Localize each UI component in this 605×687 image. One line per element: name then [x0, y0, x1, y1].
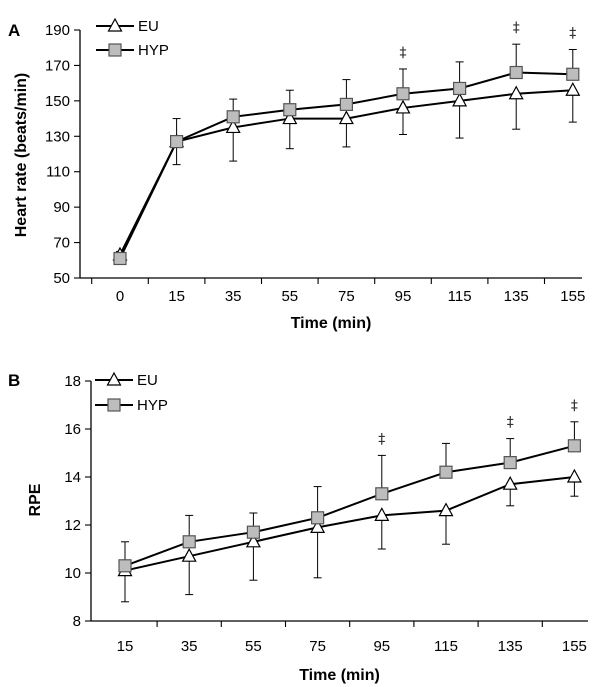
y-tick-label: 90: [53, 199, 70, 216]
data-point-eu: [438, 502, 454, 517]
legend-label-hyp: HYP: [137, 397, 168, 414]
series-line-eu: [124, 476, 575, 572]
significance-marker: ‡: [569, 25, 576, 41]
data-point-hyp: [566, 67, 580, 81]
data-point-eu: [282, 110, 298, 125]
significance-marker: ‡: [513, 20, 520, 36]
data-point-hyp: [439, 465, 453, 479]
significance-marker: ‡: [507, 415, 514, 431]
data-point-hyp: [339, 97, 353, 112]
x-tick-label: 115: [448, 288, 472, 305]
panel-label: A: [8, 21, 20, 40]
y-tick-label: 110: [46, 164, 70, 181]
x-axis-title: Time (min): [291, 315, 372, 332]
y-axis-title: Heart rate (beats/min): [13, 73, 30, 238]
y-tick-label: 70: [53, 235, 70, 252]
legend-marker-hyp: [107, 398, 121, 412]
panel-a-heart-rate-chart: 50 70 90 110 130 150 170 190 0 15 35 55 75 95 115 135 15…: [8, 17, 585, 332]
significance-marker: ‡: [400, 45, 407, 61]
series-line-hyp: [124, 444, 575, 567]
x-tick-label: 75: [338, 288, 355, 305]
panel-label: B: [8, 371, 20, 390]
legend-marker-eu: [106, 371, 122, 386]
y-tick-label: 16: [64, 421, 81, 438]
data-point-hyp: [311, 511, 325, 525]
data-point-eu: [395, 99, 411, 114]
data-point-eu: [310, 519, 326, 534]
data-point-hyp: [113, 251, 127, 266]
data-point-eu: [338, 110, 354, 125]
x-tick-label: 155: [560, 288, 585, 305]
x-tick-label: 35: [225, 288, 242, 305]
significance-marker: ‡: [378, 431, 385, 447]
x-tick-label: 15: [117, 638, 134, 655]
data-point-eu: [452, 92, 468, 107]
data-point-hyp: [182, 535, 196, 549]
y-tick-label: 10: [64, 565, 81, 582]
data-point-hyp: [396, 87, 410, 101]
x-tick-label: 0: [116, 288, 124, 305]
data-point-hyp: [170, 135, 184, 149]
legend-label-hyp: HYP: [138, 42, 169, 59]
x-tick-label: 55: [245, 638, 262, 655]
legend-marker-eu: [107, 17, 123, 32]
data-point-hyp: [567, 439, 582, 453]
x-tick-label: 95: [395, 288, 412, 305]
y-tick-label: 170: [45, 57, 70, 74]
data-point-hyp: [509, 65, 523, 80]
x-tick-label: 135: [504, 288, 529, 305]
significance-marker: ‡: [571, 398, 578, 414]
data-point-hyp: [118, 559, 132, 573]
x-tick-label: 35: [181, 638, 198, 655]
x-axis-title: Time (min): [299, 667, 380, 684]
x-tick-label: 75: [309, 638, 326, 655]
data-point-hyp: [246, 525, 260, 539]
x-tick-label: 95: [373, 638, 390, 655]
data-point-hyp: [226, 110, 240, 124]
data-point-hyp: [375, 487, 389, 501]
x-tick-label: 155: [562, 638, 587, 655]
x-tick-label: 115: [434, 638, 458, 655]
y-tick-label: 18: [64, 373, 81, 390]
legend-marker-hyp: [108, 43, 122, 57]
data-point-eu: [245, 533, 261, 548]
y-tick-label: 50: [53, 270, 70, 287]
y-axis-title: RPE: [27, 483, 44, 516]
x-tick-label: 55: [281, 288, 298, 305]
y-tick-label: 12: [64, 517, 81, 534]
y-tick-label: 14: [64, 469, 81, 486]
y-tick-label: 150: [45, 93, 70, 110]
data-point-eu: [566, 468, 582, 483]
data-point-hyp: [283, 103, 297, 117]
y-tick-label: 130: [45, 128, 70, 145]
data-point-eu: [181, 547, 197, 562]
legend-label-eu: EU: [137, 372, 158, 389]
y-tick-label: 8: [73, 613, 81, 630]
data-point-eu: [508, 85, 524, 100]
panel-b-rpe-chart: 8 10 12 14 16 18 15 35 55 75 95 115 135 155 Time (min)…: [8, 371, 588, 684]
data-point-eu: [225, 119, 241, 134]
y-tick-label: 190: [45, 22, 70, 39]
data-point-eu: [374, 507, 390, 522]
x-tick-label: 15: [168, 288, 185, 305]
data-point-hyp: [453, 81, 467, 96]
data-point-eu: [565, 81, 581, 96]
x-tick-label: 135: [498, 638, 523, 655]
data-point-eu: [502, 475, 518, 490]
legend-label-eu: EU: [138, 18, 159, 35]
data-point-hyp: [503, 456, 517, 470]
